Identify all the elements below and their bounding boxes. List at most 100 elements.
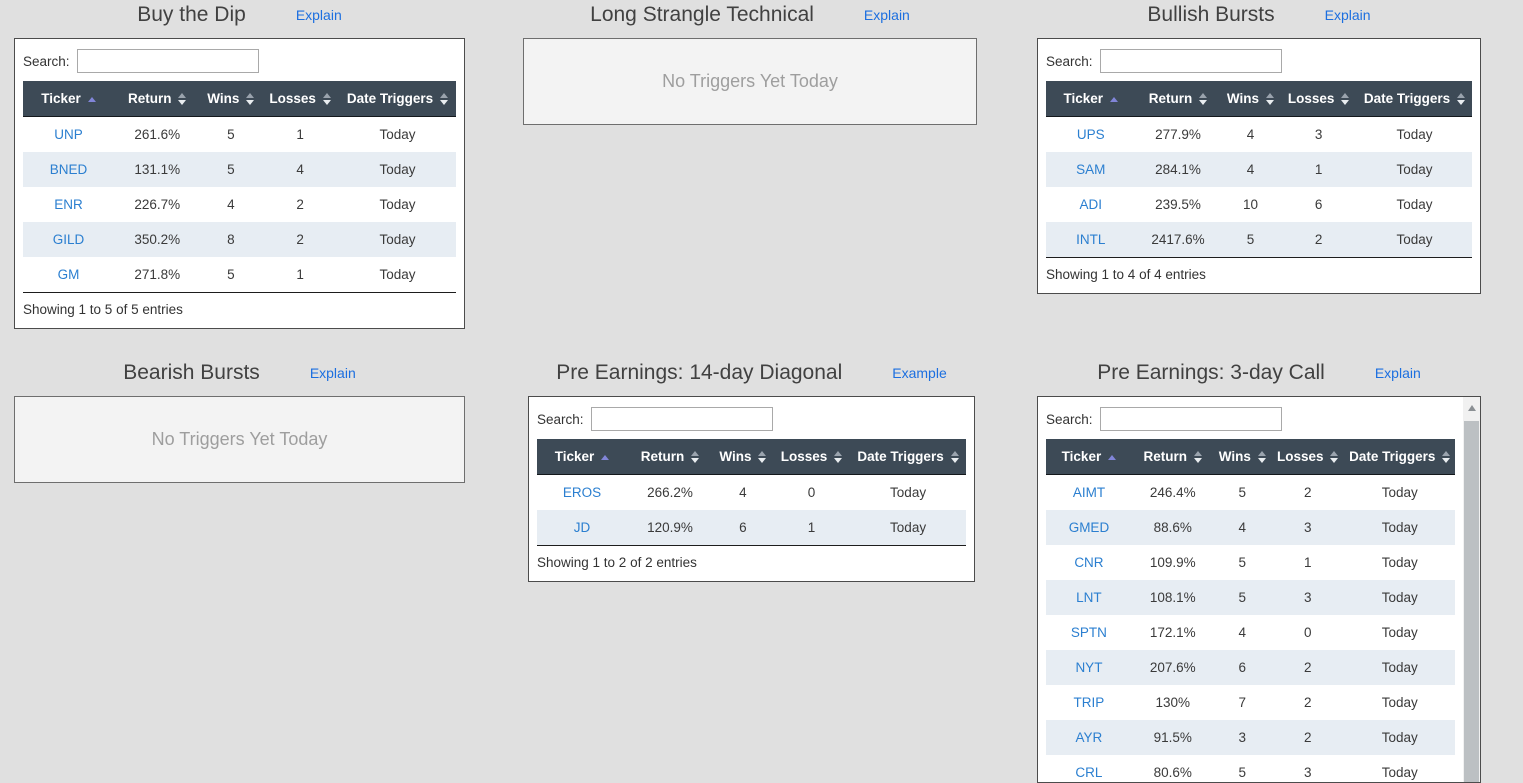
column-label: Losses (780, 449, 828, 464)
sort-both-icon (440, 93, 449, 106)
explain-link[interactable]: Explain (1324, 7, 1371, 23)
table-panel: Search: Ticker Return Wins Losses Date Trigg… (14, 38, 465, 329)
ticker-link[interactable]: BNED (49, 162, 88, 177)
column-label: Date Triggers (346, 91, 434, 106)
ticker-link[interactable]: SPTN (1070, 625, 1107, 640)
cell-ticker: CNR (1046, 545, 1132, 580)
cell-losses: 1 (296, 127, 304, 142)
triggers-table: Ticker Return Wins Losses Date Triggers UNP 2… (23, 81, 456, 293)
cell-losses: 0 (1303, 625, 1312, 640)
sort-asc-icon (1108, 454, 1117, 460)
table-row: ADI 239.5% 10 6 Today (1046, 187, 1472, 222)
column-header-date-triggers[interactable]: Date Triggers (1356, 81, 1472, 117)
column-header-losses[interactable]: Losses (772, 439, 851, 475)
ticker-link[interactable]: SAM (1076, 162, 1106, 177)
ticker-link[interactable]: GILD (52, 232, 85, 247)
column-header-wins[interactable]: Wins (200, 81, 262, 117)
example-link[interactable]: Example (892, 365, 947, 381)
cell-return: 2417.6% (1151, 232, 1205, 247)
column-header-return[interactable]: Return (1131, 439, 1214, 475)
ticker-link[interactable]: LNT (1076, 590, 1102, 605)
cell-return: 266.2% (647, 485, 693, 500)
cell-return: 239.5% (1155, 197, 1201, 212)
ticker-link[interactable]: UPS (1076, 127, 1105, 142)
cell-date-triggers: Today (1396, 162, 1433, 177)
sort-both-icon (1266, 93, 1275, 106)
ticker-link[interactable]: EROS (562, 485, 602, 500)
ticker-link[interactable]: INTL (1076, 232, 1106, 247)
scrollbar-thumb[interactable] (1464, 421, 1479, 782)
cell-return: 207.6% (1149, 660, 1196, 675)
cell-losses: 2 (1314, 232, 1323, 247)
ticker-link[interactable]: AYR (1075, 730, 1103, 745)
column-header-ticker[interactable]: Ticker (23, 81, 114, 117)
cell-return: 91.5% (1153, 730, 1192, 745)
ticker-link[interactable]: JD (573, 520, 591, 535)
cell-losses: 2 (296, 232, 304, 247)
column-header-date-triggers[interactable]: Date Triggers (850, 439, 966, 475)
ticker-link[interactable]: UNP (54, 127, 83, 142)
entries-info: Showing 1 to 5 of 5 entries (23, 302, 183, 317)
sort-both-icon (758, 451, 767, 464)
table-row: GMED 88.6% 4 3 Today (1046, 510, 1455, 545)
ticker-link[interactable]: AIMT (1072, 485, 1106, 500)
column-header-wins[interactable]: Wins (1213, 439, 1271, 475)
cell-losses: 2 (1303, 695, 1312, 710)
cell-losses: 3 (1303, 765, 1312, 780)
column-header-date-triggers[interactable]: Date Triggers (1344, 439, 1455, 475)
table-row: CRL 80.6% 5 3 Today (1046, 755, 1455, 782)
no-triggers-box: No Triggers Yet Today (523, 38, 977, 125)
panel-long-strangle-technical: Long Strangle Technical Explain No Trigg… (523, 0, 977, 125)
cell-date-triggers: Today (1381, 590, 1418, 605)
table-header-row: Ticker Return Wins Losses Date Triggers (1046, 439, 1455, 475)
cell-return: 80.6% (1153, 765, 1192, 780)
column-header-ticker[interactable]: Ticker (1046, 81, 1136, 117)
explain-link[interactable]: Explain (295, 7, 342, 23)
panel-pre-earnings-14-day-diagonal: Pre Earnings: 14-day Diagonal Example Se… (528, 358, 975, 582)
column-header-date-triggers[interactable]: Date Triggers (339, 81, 456, 117)
cell-losses: 0 (807, 485, 816, 500)
column-header-return[interactable]: Return (1135, 81, 1221, 117)
ticker-link[interactable]: GM (57, 267, 80, 282)
column-label: Ticker (41, 91, 81, 106)
cell-wins: 3 (1238, 730, 1247, 745)
page-title: Long Strangle Technical (590, 3, 814, 26)
cell-return: 120.9% (647, 520, 693, 535)
table-row: ENR 226.7% 4 2 Today (23, 187, 456, 222)
explain-link[interactable]: Explain (309, 365, 356, 381)
explain-link[interactable]: Explain (1374, 365, 1421, 381)
ticker-link[interactable]: GMED (1068, 520, 1110, 535)
cell-wins: 5 (227, 267, 235, 282)
ticker-link[interactable]: ENR (54, 197, 83, 212)
cell-return: 172.1% (1149, 625, 1196, 640)
scrollbar-up-arrow-icon[interactable] (1468, 405, 1476, 411)
column-header-wins[interactable]: Wins (1220, 81, 1281, 117)
search-input[interactable] (1099, 407, 1282, 431)
search-input[interactable] (1099, 49, 1282, 73)
panel-header: Pre Earnings: 14-day Diagonal Example (528, 358, 975, 388)
panel-bullish-bursts: Bullish Bursts Explain Search: Ticker Ret… (1037, 0, 1481, 294)
column-header-ticker[interactable]: Ticker (537, 439, 628, 475)
column-header-return[interactable]: Return (627, 439, 713, 475)
ticker-link[interactable]: TRIP (1073, 695, 1105, 710)
column-label: Return (1143, 449, 1188, 464)
search-input[interactable] (590, 407, 773, 431)
sort-both-icon (691, 451, 700, 464)
table-row: UNP 261.6% 5 1 Today (23, 117, 456, 153)
column-header-losses[interactable]: Losses (1270, 439, 1345, 475)
column-header-losses[interactable]: Losses (261, 81, 340, 117)
cell-losses: 1 (296, 267, 304, 282)
ticker-link[interactable]: ADI (1079, 197, 1102, 212)
search-input[interactable] (76, 49, 259, 73)
explain-link[interactable]: Explain (863, 7, 910, 23)
column-header-losses[interactable]: Losses (1280, 81, 1357, 117)
cell-losses: 3 (1303, 590, 1312, 605)
column-header-wins[interactable]: Wins (712, 439, 773, 475)
cell-date-triggers: Today (890, 485, 927, 500)
ticker-link[interactable]: CNR (1074, 555, 1104, 570)
cell-losses: 3 (1303, 520, 1312, 535)
column-header-return[interactable]: Return (113, 81, 201, 117)
column-header-ticker[interactable]: Ticker (1046, 439, 1132, 475)
ticker-link[interactable]: CRL (1075, 765, 1103, 780)
ticker-link[interactable]: NYT (1075, 660, 1103, 675)
